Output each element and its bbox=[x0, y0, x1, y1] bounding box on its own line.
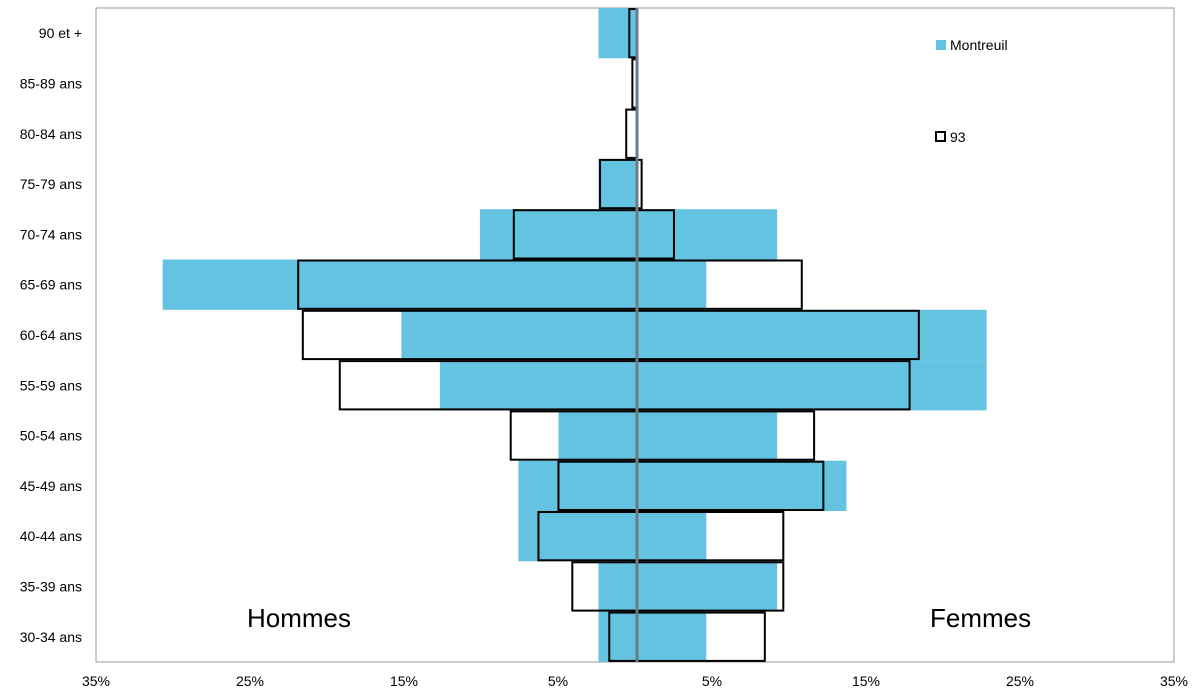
legend-label-montreuil: Montreuil bbox=[950, 37, 1008, 53]
bar-montreuil-hommes-75-79-ans bbox=[598, 158, 637, 210]
category-labels: 90 et + 85-89 ans 80-84 ans 75-79 ans 70-74 … bbox=[20, 25, 82, 645]
bar-montreuil-hommes-30-34-ans bbox=[598, 611, 637, 662]
category-label-50-54-ans: 50-54 ans bbox=[20, 428, 82, 444]
x-tick-label-6: 25% bbox=[1006, 673, 1034, 689]
bar-montreuil-femmes-65-69-ans bbox=[637, 259, 707, 310]
bar-montreuil-hommes-55-59-ans bbox=[439, 360, 637, 411]
category-label-55-59-ans: 55-59 ans bbox=[20, 377, 82, 393]
x-tick-label-4: 5% bbox=[702, 673, 722, 689]
x-tick-label-3: 5% bbox=[548, 673, 568, 689]
category-label-70-74-ans: 70-74 ans bbox=[20, 226, 82, 242]
category-label-75-79-ans: 75-79 ans bbox=[20, 176, 82, 192]
side-label-femmes: Femmes bbox=[930, 603, 1031, 633]
legend-swatch-montreuil bbox=[936, 40, 946, 50]
bar-montreuil-femmes-55-59-ans bbox=[637, 360, 987, 411]
category-label-90-et: 90 et + bbox=[39, 25, 82, 41]
category-label-65-69-ans: 65-69 ans bbox=[20, 277, 82, 293]
bar-montreuil-femmes-30-34-ans bbox=[637, 611, 707, 662]
category-label-40-44-ans: 40-44 ans bbox=[20, 528, 82, 544]
bar-montreuil-hommes-35-39-ans bbox=[598, 561, 637, 612]
bar-montreuil-femmes-50-54-ans bbox=[637, 410, 778, 461]
x-tick-label-2: 15% bbox=[390, 673, 418, 689]
bar-montreuil-femmes-60-64-ans bbox=[637, 309, 987, 361]
bar-montreuil-femmes-70-74-ans bbox=[637, 209, 778, 260]
bar-montreuil-femmes-45-49-ans bbox=[637, 460, 847, 511]
category-label-85-89-ans: 85-89 ans bbox=[20, 75, 82, 91]
montreuil-bars bbox=[162, 8, 987, 662]
bar-montreuil-hommes-45-49-ans bbox=[518, 460, 637, 511]
bar-montreuil-hommes-65-69-ans bbox=[162, 259, 637, 310]
x-tick-label-0: 35% bbox=[82, 673, 110, 689]
legend: Montreuil 93 bbox=[935, 37, 1008, 145]
bar-montreuil-hommes-40-44-ans bbox=[518, 511, 637, 562]
bar-montreuil-hommes-50-54-ans bbox=[558, 410, 637, 461]
x-tick-label-7: 35% bbox=[1160, 673, 1188, 689]
category-label-60-64-ans: 60-64 ans bbox=[20, 327, 82, 343]
bar-montreuil-hommes-90-et bbox=[598, 8, 637, 59]
bar-montreuil-femmes-35-39-ans bbox=[637, 561, 778, 612]
legend-label-93: 93 bbox=[950, 129, 966, 145]
bar-montreuil-hommes-60-64-ans bbox=[401, 309, 637, 361]
category-label-80-84-ans: 80-84 ans bbox=[20, 126, 82, 142]
x-axis-tick-labels: 35% 25% 15% 5% 5% 15% 25% 35% bbox=[82, 673, 1188, 689]
x-tick-label-1: 25% bbox=[236, 673, 264, 689]
category-label-35-39-ans: 35-39 ans bbox=[20, 578, 82, 594]
category-label-45-49-ans: 45-49 ans bbox=[20, 478, 82, 494]
legend-swatch-93 bbox=[935, 131, 946, 142]
side-label-hommes: Hommes bbox=[247, 603, 351, 633]
bar-montreuil-hommes-70-74-ans bbox=[479, 209, 637, 260]
bar-montreuil-femmes-40-44-ans bbox=[637, 511, 707, 562]
x-tick-label-5: 15% bbox=[852, 673, 880, 689]
category-label-30-34-ans: 30-34 ans bbox=[20, 629, 82, 645]
